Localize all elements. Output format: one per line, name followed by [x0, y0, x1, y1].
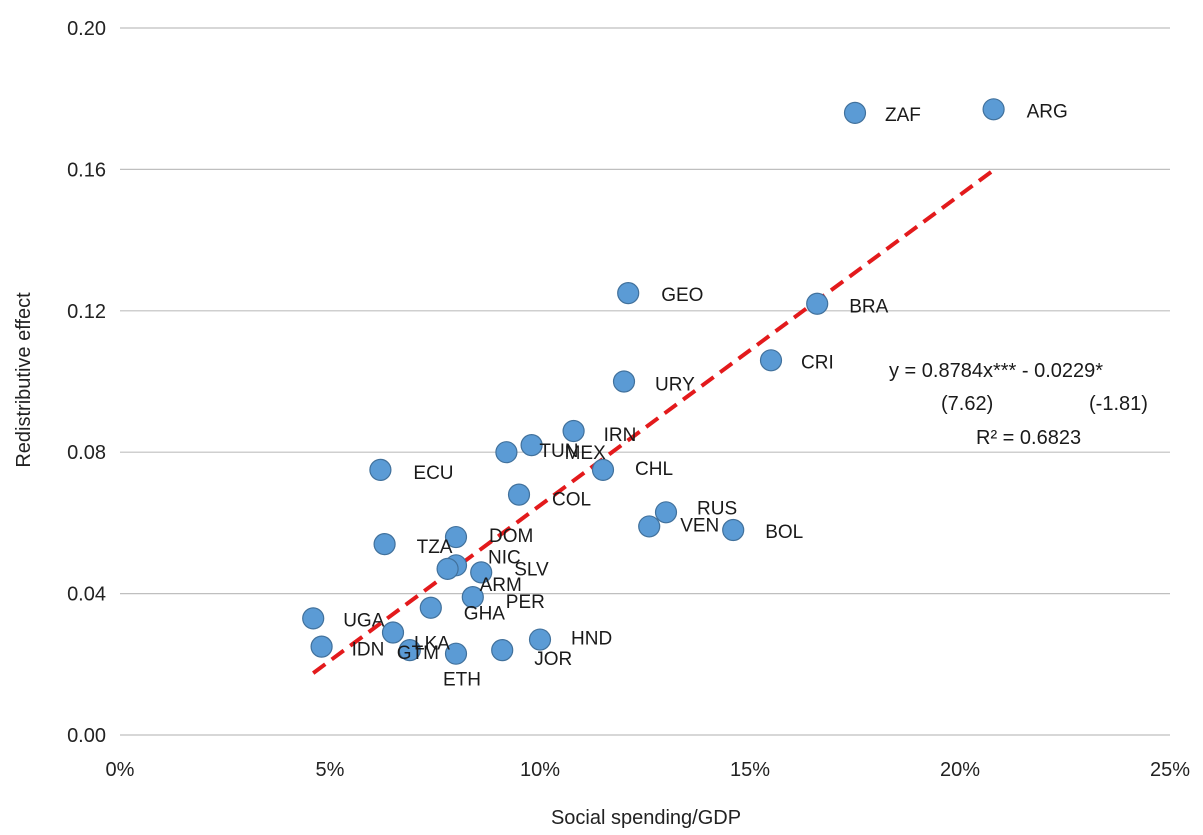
point-label: ZAF: [885, 105, 921, 126]
equation-line-1: y = 0.8784x*** - 0.0229*: [889, 360, 1103, 382]
point-label: CRI: [801, 352, 834, 373]
gridlines: [120, 27, 1170, 595]
point-label: ARM: [480, 575, 522, 596]
x-tick-label: 15%: [730, 759, 770, 781]
point-label: BOL: [765, 522, 803, 543]
point-slv: [470, 561, 493, 584]
x-axis-title: Social spending/GDP: [551, 807, 741, 829]
point-gtm: [398, 639, 421, 662]
point-label: MEX: [565, 443, 607, 464]
point-label: GHA: [464, 604, 506, 625]
x-tick-label: 20%: [940, 759, 980, 781]
x-tick-label: 25%: [1150, 759, 1190, 781]
point-arg: [982, 98, 1005, 121]
point-label: TZA: [417, 537, 453, 558]
equation-t-intercept: (-1.81): [1089, 393, 1148, 415]
point-label: HND: [571, 629, 612, 650]
point-uga: [302, 607, 325, 630]
y-tick-label: 0.04: [67, 584, 106, 606]
point-tun: [495, 441, 518, 464]
point-label: NIC: [488, 547, 521, 568]
point-label: COL: [552, 490, 591, 511]
point-ury: [612, 370, 636, 393]
equation-r-squared: R² = 0.6823: [976, 427, 1081, 449]
point-cri: [759, 349, 783, 372]
point-label: URY: [655, 375, 695, 396]
y-axis-ticks: 0.00 0.04 0.08 0.12 0.16 0.20: [67, 18, 106, 747]
point-rus: [654, 501, 678, 524]
y-tick-label: 0.12: [67, 301, 106, 323]
point-mex: [520, 434, 543, 457]
point-bol: [722, 518, 745, 542]
point-dom: [444, 525, 468, 549]
point-label: IRN: [604, 425, 637, 446]
point-label: ETH: [443, 670, 481, 691]
y-tick-label: 0.08: [67, 442, 106, 464]
point-label: LKA: [414, 633, 450, 654]
point-geo: [617, 282, 640, 305]
point-label: CHL: [635, 459, 673, 480]
point-label: GEO: [661, 285, 703, 306]
y-tick-label: 0.16: [67, 159, 106, 181]
point-label: ARG: [1027, 101, 1068, 122]
point-label: JOR: [534, 649, 572, 670]
point-label: ECU: [413, 463, 453, 484]
point-tza: [373, 533, 396, 556]
trend-line: [312, 168, 995, 675]
point-col: [507, 483, 531, 506]
data-points: [302, 98, 1005, 665]
point-arm: [436, 557, 459, 580]
point-lka: [381, 621, 405, 644]
point-label: GTM: [397, 643, 439, 664]
point-label: PER: [506, 592, 545, 613]
point-jor: [491, 639, 514, 662]
x-tick-label: 0%: [106, 759, 135, 781]
point-zaf: [843, 101, 867, 124]
x-axis-ticks: 0% 5% 10% 15% 20% 25%: [106, 759, 1191, 781]
point-label: SLV: [514, 559, 549, 580]
point-gha: [419, 596, 442, 619]
point-label: IDN: [352, 640, 385, 661]
y-tick-label: 0.00: [67, 725, 106, 747]
point-label: TUN: [539, 441, 578, 462]
x-tick-label: 5%: [316, 759, 345, 781]
point-ecu: [369, 458, 392, 481]
point-label: UGA: [343, 610, 385, 631]
point-label: DOM: [489, 526, 533, 547]
point-bra: [806, 292, 829, 315]
point-irn: [562, 419, 585, 443]
point-label: BRA: [849, 297, 888, 318]
equation-t-slope: (7.62): [941, 393, 993, 415]
y-tick-label: 0.20: [67, 18, 106, 40]
point-label: RUS: [697, 498, 737, 519]
point-eth: [444, 642, 468, 665]
point-per: [461, 586, 484, 609]
point-ven: [638, 515, 661, 538]
point-chl: [591, 458, 615, 481]
point-idn: [310, 635, 333, 658]
point-label: VEN: [680, 515, 719, 536]
x-tick-label: 10%: [520, 759, 560, 781]
point-hnd: [528, 628, 552, 651]
y-axis-title: Redistributive effect: [13, 292, 35, 468]
